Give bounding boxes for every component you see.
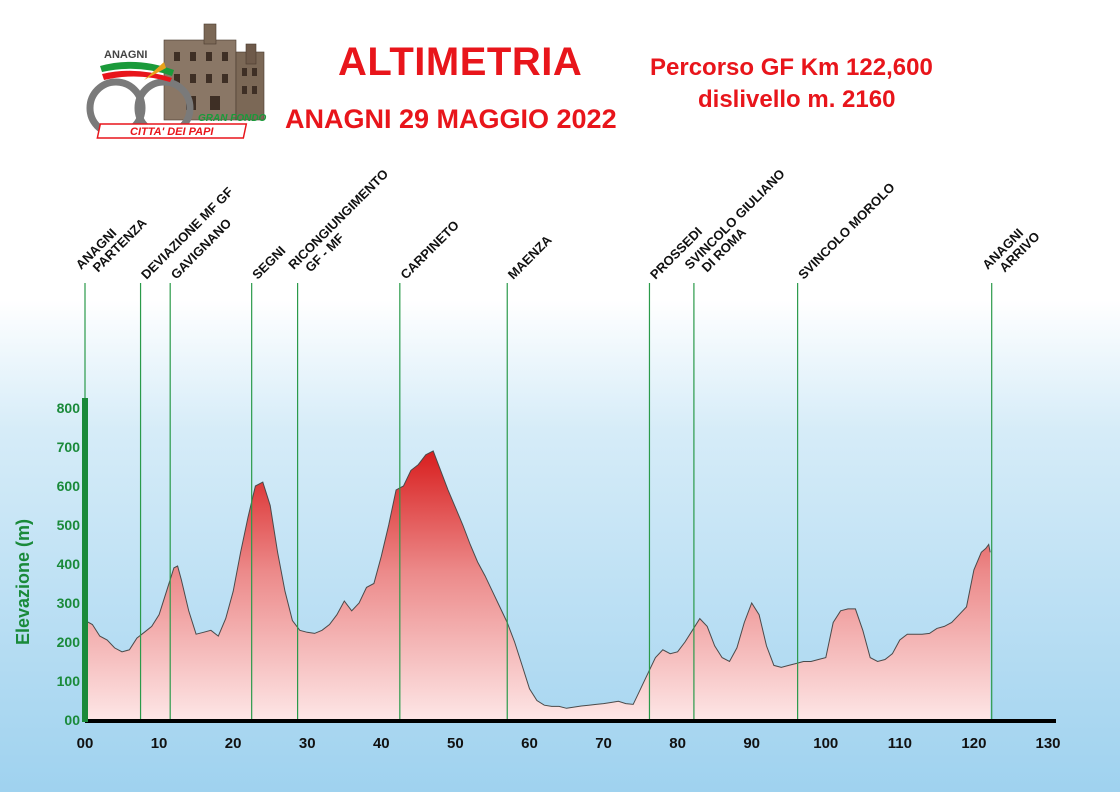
x-tick-label: 40 bbox=[373, 735, 390, 752]
y-tick-label: 800 bbox=[57, 400, 81, 416]
x-tick-label: 70 bbox=[595, 735, 612, 752]
place-label: SVINCOLO MOROLO bbox=[795, 180, 898, 283]
y-tick-label: 400 bbox=[57, 556, 81, 572]
route-length: Percorso GF Km 122,600 bbox=[650, 54, 933, 81]
place-label: CARPINETO bbox=[397, 218, 462, 283]
x-tick-label: 130 bbox=[1035, 735, 1060, 752]
place-label: MAENZA bbox=[505, 232, 555, 282]
place-label-line: SVINCOLO MOROLO bbox=[795, 180, 898, 283]
x-tick-label: 10 bbox=[151, 735, 168, 752]
y-tick-label: 300 bbox=[57, 595, 81, 611]
place-label-line: SEGNI bbox=[249, 243, 288, 282]
y-tick-label: 600 bbox=[57, 478, 81, 494]
y-tick-label: 200 bbox=[57, 634, 81, 650]
elevation-area bbox=[85, 450, 991, 720]
x-tick-label: 100 bbox=[813, 735, 838, 752]
gran-fondo-logo: ANAGNI GRAN FONDO CITTA' DEI PAPI bbox=[86, 23, 267, 139]
x-tick-label: 50 bbox=[447, 735, 464, 752]
x-tick-label: 00 bbox=[77, 735, 94, 752]
elevation-line bbox=[84, 450, 991, 709]
x-tick-label: 90 bbox=[743, 735, 760, 752]
x-tick-label: 60 bbox=[521, 735, 538, 752]
place-label-line: RICONGIUNGIMENTO bbox=[285, 166, 391, 272]
x-tick-label: 110 bbox=[888, 735, 912, 752]
x-tick-label: 120 bbox=[961, 735, 986, 752]
y-tick-label: 00 bbox=[64, 712, 80, 728]
place-label: SEGNI bbox=[249, 243, 288, 282]
logo-middle-text: GRAN FONDO bbox=[198, 113, 267, 124]
x-tick-label: 20 bbox=[225, 735, 242, 752]
place-label-line: SVINCOLO GIULIANO bbox=[682, 166, 788, 272]
page-title: ALTIMETRIA bbox=[338, 40, 583, 84]
place-label-line: MAENZA bbox=[505, 232, 555, 282]
y-tick-label: 100 bbox=[57, 673, 81, 689]
y-axis-bar bbox=[82, 398, 88, 722]
y-tick-label: 500 bbox=[57, 517, 81, 533]
logo-bottom-text: CITTA' DEI PAPI bbox=[130, 126, 214, 138]
x-tick-label: 80 bbox=[669, 735, 686, 752]
y-axis-title: Elevazione (m) bbox=[13, 519, 33, 645]
logo-top-text: ANAGNI bbox=[104, 49, 147, 61]
event-date: ANAGNI 29 MAGGIO 2022 bbox=[285, 104, 617, 134]
y-tick-label: 700 bbox=[57, 439, 81, 455]
x-tick-label: 30 bbox=[299, 735, 316, 752]
elevation-gain: dislivello m. 2160 bbox=[698, 86, 896, 113]
place-label-line: CARPINETO bbox=[397, 218, 462, 283]
